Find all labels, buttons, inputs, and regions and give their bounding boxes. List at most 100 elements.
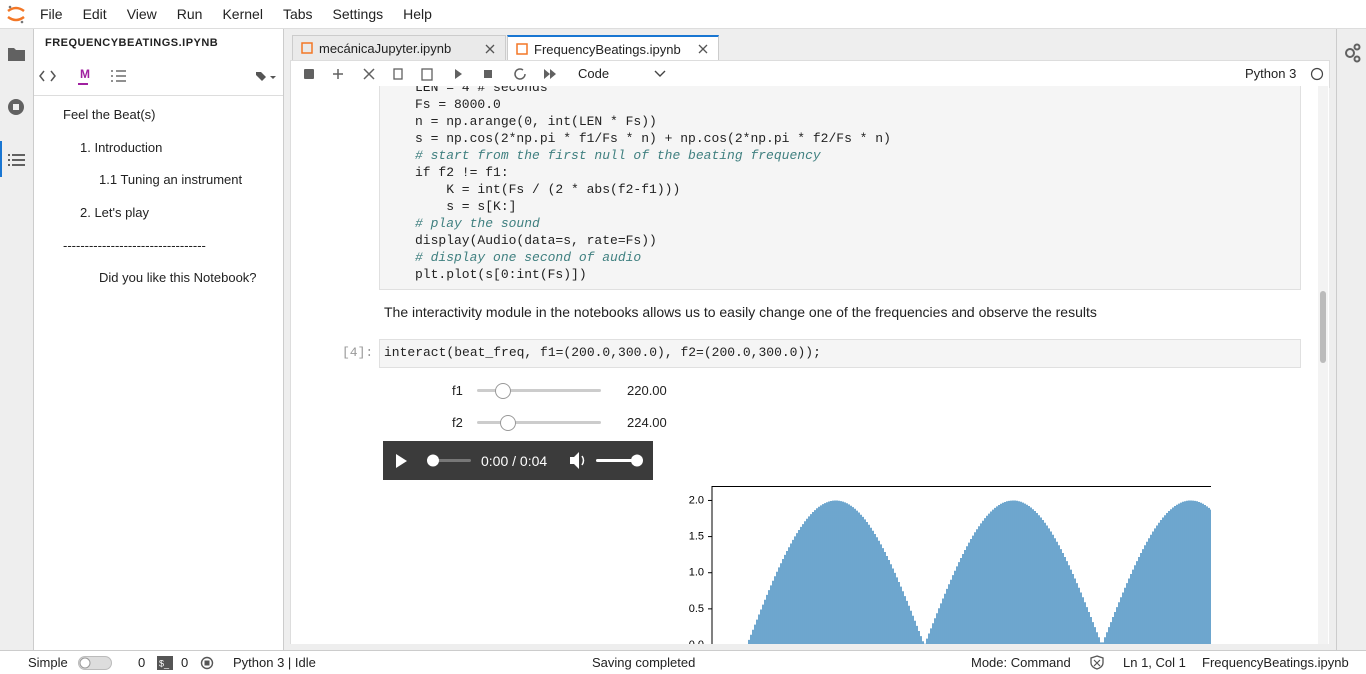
toc-entry[interactable]: --------------------------------- [63,238,206,253]
markdown-cell: The interactivity module in the notebook… [384,304,1097,320]
code-line: K = int(Fs / (2 * abs(f2-f1))) [415,182,681,197]
audio-time: 0:00 / 0:04 [481,453,548,469]
status-message: Saving completed [592,655,696,670]
scrollbar[interactable] [1318,86,1328,644]
code-line: n = np.arange(0, int(LEN * Fs)) [415,114,657,129]
menu-item[interactable]: Settings [332,6,384,22]
volume-slider[interactable] [596,459,636,462]
toc-entry[interactable]: 1. Introduction [80,140,163,155]
y-tick-label: 0.0 [689,639,704,644]
tag-filter[interactable] [256,72,266,81]
left-activity-bar [0,29,34,650]
copy-button[interactable] [393,68,403,80]
code-line: # play the sound [415,216,540,231]
terminal-count: 0 [138,655,146,670]
insert-button[interactable] [333,69,343,79]
menu-item[interactable]: Kernel [222,6,263,22]
y-tick-label: 2.0 [689,494,704,506]
code-line: Fs = 8000.0 [415,97,501,112]
toc-entry[interactable]: 1.1 Tuning an instrument [99,172,243,187]
code-line: # start from the first null of the beati… [415,148,821,163]
markdown-toggle[interactable]: M [80,67,90,81]
notebook-toolbar: Code Python 3 [290,60,1330,88]
code-line: s = np.cos(2*np.pi * f1/Fs * n) + np.cos… [415,131,891,146]
toc-entry[interactable]: Did you like this Notebook? [99,270,257,285]
file-browser-icon[interactable] [8,48,25,61]
slider-handle[interactable] [495,383,511,399]
toc-icon[interactable] [8,154,25,166]
status-bar: Simple 0 $_ 0 Python 3 | Idle Saving com… [0,650,1366,674]
code-toggle[interactable] [39,70,56,82]
code-cell-input[interactable] [379,86,1301,290]
numbering-toggle[interactable] [111,70,126,82]
toc-entry[interactable]: Feel the Beat(s) [63,107,156,122]
code-line: interact(beat_freq, f1=(200.0,300.0), f2… [384,345,821,360]
play-button[interactable] [396,454,407,468]
y-tick-label: 1.0 [689,567,704,579]
activity-icons [0,48,25,177]
toolbar-icons [304,68,556,81]
tab-active[interactable]: FrequencyBeatings.ipynb [507,35,719,60]
cut-button[interactable] [363,68,375,80]
mute-button[interactable] [570,452,579,469]
slider-readout: 220.00 [627,383,667,398]
code-line: LEN = 4 # seconds [415,86,548,95]
kernel-status [1310,67,1324,81]
y-tick-label: 1.5 [689,530,704,542]
code-line: # display one second of audio [415,250,642,265]
menu-item[interactable]: Tabs [282,6,313,22]
menu: File Edit View Run Kernel Tabs Settings Help [30,0,442,28]
menu-item[interactable]: File [40,6,63,22]
seek-bar[interactable] [433,459,471,462]
menu-bar: File Edit View Run Kernel Tabs Settings Help [0,0,1366,29]
simple-mode-toggle[interactable] [78,656,112,670]
notebook-mode: Mode: Command [971,655,1071,670]
code-line: if f2 != f1: [415,165,509,180]
notebook: LEN = 4 # seconds Fs = 8000.0 n = np.arang… [290,86,1329,644]
toc-toolbar: M [39,67,276,85]
kernel-status[interactable]: Python 3 | Idle [233,655,316,670]
code-line: display(Audio(data=s, rate=Fs)) [415,233,657,248]
menu-item[interactable]: Help [403,6,432,22]
code-line: plt.plot(s[0:int(Fs)]) [415,267,587,282]
cell-type-select[interactable]: Code [578,66,610,81]
property-inspector-icon[interactable] [1345,43,1361,63]
svg-text:$_: $_ [159,658,170,668]
panel-title: FREQUENCYBEATINGS.IPYNB [45,37,219,49]
right-activity-bar [1336,29,1366,650]
y-tick-label: 0.5 [689,603,704,615]
save-button[interactable] [304,69,314,79]
code-cell-input[interactable] [379,339,1301,368]
kernel-name[interactable]: Python 3 [1245,66,1297,81]
restart-button[interactable] [514,68,526,80]
paste-button[interactable] [421,68,433,81]
logo [7,5,25,24]
restart-run-all-button[interactable] [544,69,556,79]
slider-label: f1 [452,383,463,398]
slider-track [477,421,601,424]
tab-label: FrequencyBeatings.ipynb [534,42,681,57]
interrupt-button[interactable] [484,70,492,78]
menu-item[interactable]: View [126,6,157,22]
tab[interactable]: mecánicaJupyter.ipynb [292,35,506,60]
code-lines: LEN = 4 # seconds Fs = 8000.0 n = np.arang… [415,86,891,283]
audio-player: 0:00 / 0:04 [383,441,653,480]
plot: 2.01.51.00.50.0−0.5 [689,486,1211,644]
menu-item[interactable]: Run [176,6,203,22]
slider-handle[interactable] [500,415,516,431]
notebook-area: mecánicaJupyter.ipynb FrequencyBeatings.… [290,29,1330,644]
slider-readout: 224.00 [627,415,667,430]
file-name: FrequencyBeatings.ipynb [1202,655,1349,670]
toc-entry[interactable]: 2. Let's play [80,205,149,220]
cell-prompt: [4]: [342,345,374,360]
simple-mode-label: Simple [28,655,68,670]
menu-item[interactable]: Edit [82,6,107,22]
run-button[interactable] [455,69,462,79]
tab-label: mecánicaJupyter.ipynb [319,41,452,56]
slider-label: f2 [452,415,463,430]
cursor-position: Ln 1, Col 1 [1123,655,1186,670]
code-line: s = s[K:] [415,199,517,214]
kernel-count: 0 [181,655,189,670]
